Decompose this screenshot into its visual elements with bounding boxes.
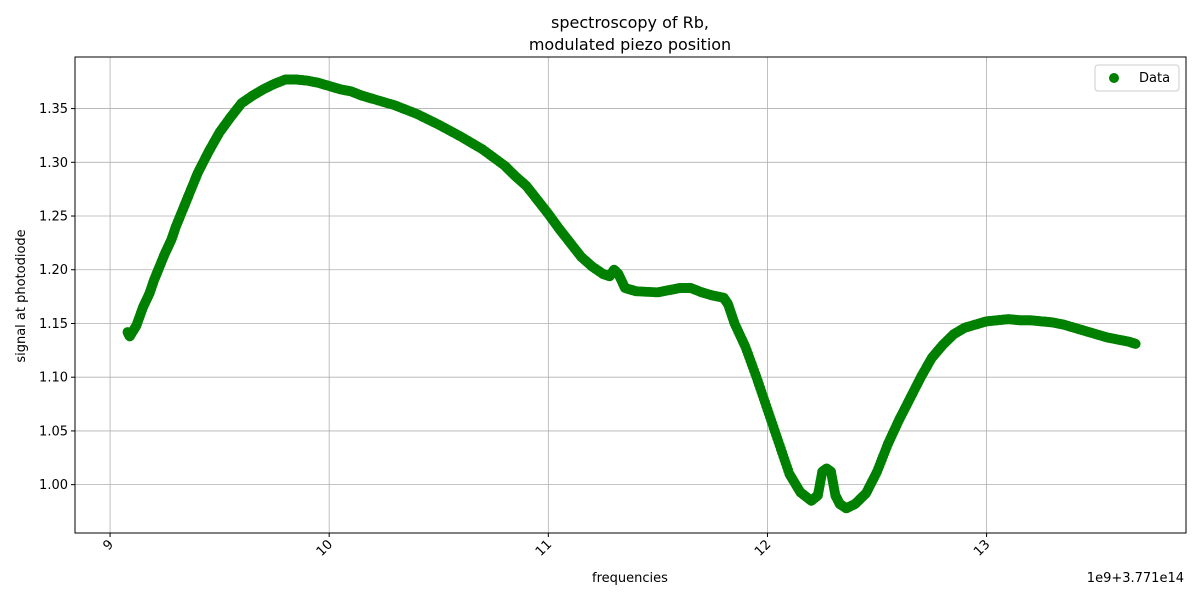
x-axis-label: frequencies — [592, 571, 668, 586]
plot-frame — [74, 56, 1187, 534]
legend: Data — [1094, 64, 1180, 92]
legend-box — [1094, 64, 1180, 92]
y-axis-label: signal at photodiode — [14, 229, 29, 362]
grid — [75, 57, 1186, 533]
y-tick-label: 1.10 — [39, 371, 68, 386]
x-axis-offset-text: 1e9+3.771e14 — [1087, 571, 1184, 586]
y-tick-label: 1.00 — [39, 478, 68, 493]
y-tick-label: 1.15 — [39, 317, 68, 332]
y-tick-label: 1.25 — [39, 210, 68, 225]
chart-title-line-2: modulated piezo position — [529, 35, 731, 54]
y-tick-label: 1.35 — [39, 102, 68, 117]
legend-marker — [1109, 73, 1119, 83]
y-tick-label: 1.20 — [39, 263, 68, 278]
chart-title-line-1: spectroscopy of Rb, — [551, 13, 709, 32]
data-point — [1130, 338, 1141, 349]
legend-label: Data — [1139, 71, 1170, 86]
y-tick-label: 1.05 — [39, 424, 68, 439]
data-series — [122, 74, 1141, 514]
y-tick-label: 1.30 — [39, 156, 68, 171]
